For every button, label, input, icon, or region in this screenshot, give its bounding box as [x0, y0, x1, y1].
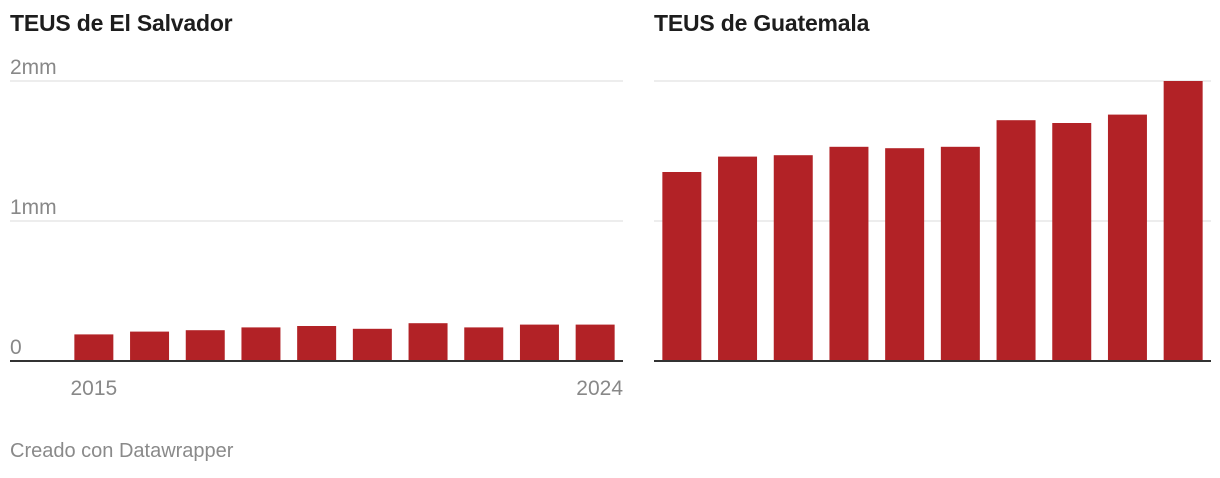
- bar-2023: [519, 324, 559, 361]
- bar-2017: [773, 155, 813, 361]
- bar-2018: [829, 146, 869, 361]
- bar-2015: [662, 172, 702, 361]
- y-tick-label: 2mm: [10, 56, 57, 79]
- bar-2021: [408, 323, 448, 361]
- credit-footer: Creado con Datawrapper: [10, 440, 234, 462]
- bar-2020: [352, 328, 392, 361]
- bar-2022: [464, 327, 504, 361]
- bar-2024: [575, 324, 615, 361]
- bar-2022: [1052, 123, 1092, 361]
- bar-2023: [1107, 114, 1147, 361]
- bar-2019: [885, 148, 925, 361]
- bar-2019: [297, 326, 337, 361]
- bar-2021: [996, 120, 1036, 361]
- x-tick-label: 2015: [70, 377, 117, 400]
- bar-2015: [74, 334, 114, 361]
- bar-2016: [718, 156, 758, 361]
- chart-el-salvador: 0 1mm 2mm 2015 2024: [10, 56, 623, 400]
- bar-2020: [940, 146, 980, 361]
- y-tick-label: 1mm: [10, 196, 57, 219]
- chart-title-el-salvador: TEUS de El Salvador: [10, 10, 233, 36]
- x-tick-label: 2024: [576, 377, 623, 400]
- bar-2024: [1163, 81, 1203, 361]
- chart-guatemala: [654, 80, 1211, 362]
- bar-2016: [130, 331, 170, 361]
- charts-canvas: 0 1mm 2mm 2015 2024: [10, 56, 1211, 400]
- bar-2017: [185, 330, 225, 361]
- y-tick-label: 0: [10, 336, 22, 359]
- bar-2018: [241, 327, 281, 361]
- chart-title-guatemala: TEUS de Guatemala: [654, 10, 870, 36]
